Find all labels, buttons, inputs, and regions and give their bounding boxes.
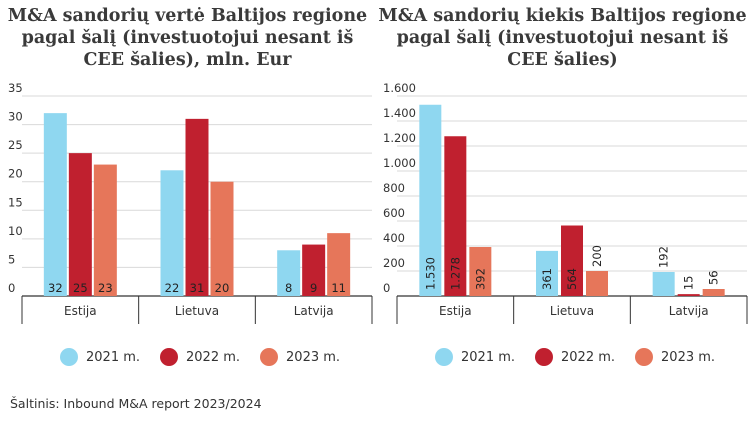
legend-item-2021: 2021 m. [60, 348, 140, 366]
count-chart-title-line-1: M&A sandorių kiekis Baltijos regione [378, 6, 747, 26]
x-tick-label: Estija [64, 304, 97, 318]
x-tick-label: Lietuva [550, 304, 594, 318]
bar [277, 250, 301, 296]
data-label: 1.530 [423, 257, 437, 290]
legend-label-2023: 2023 m. [661, 349, 716, 365]
y-tick-label: 1.000 [383, 156, 416, 170]
bar [536, 250, 558, 296]
y-tick-label: 35 [8, 81, 23, 95]
bar [210, 181, 234, 296]
legend-item-2022: 2022 m. [535, 348, 615, 366]
bar [586, 271, 608, 296]
legend-item-2023: 2023 m. [635, 348, 715, 366]
bar [93, 164, 117, 296]
data-label: 15 [682, 275, 696, 290]
y-tick-label: 25 [8, 138, 23, 152]
count-chart-title-line-3: CEE šalies) [507, 50, 618, 70]
data-label: 23 [98, 281, 113, 295]
data-label: 392 [473, 268, 487, 290]
legend-item-2021: 2021 m. [435, 348, 515, 366]
y-tick-label: 20 [8, 167, 23, 181]
data-label: 20 [215, 281, 230, 295]
count-chart: 0 200 400 600 800 1.000 1.200 1.400 1.600 1.530 1.… [383, 81, 748, 324]
data-label: 11 [331, 281, 346, 295]
bar [185, 118, 209, 296]
x-tick-label: Estija [439, 304, 472, 318]
legend-label-2022: 2022 m. [186, 349, 241, 365]
legend-label-2021: 2021 m. [86, 349, 141, 365]
x-tick-label: Latvija [294, 304, 334, 318]
y-tick-label: 600 [383, 206, 405, 220]
y-tick-label: 30 [8, 110, 23, 124]
legend-label-2023: 2023 m. [286, 349, 341, 365]
bar [444, 136, 467, 296]
y-tick-label: 15 [8, 195, 23, 209]
y-tick-label: 0 [383, 281, 390, 295]
legend-swatch-2021 [60, 348, 78, 366]
y-tick-label: 1.600 [383, 81, 416, 95]
legend-swatch-2023 [635, 348, 654, 366]
count-chart-title: M&A sandorių kiekis Baltijos regione pag… [375, 5, 750, 71]
data-label: 564 [565, 268, 579, 290]
x-tick-label: Lietuva [175, 304, 219, 318]
data-label: 200 [590, 245, 604, 267]
bar [419, 104, 442, 296]
bar [469, 247, 492, 296]
y-tick-label: 0 [8, 281, 15, 295]
bar [43, 113, 67, 297]
value-chart-legend: 2021 m. 2022 m. 2023 m. [60, 346, 360, 368]
legend-label-2021: 2021 m. [461, 349, 516, 365]
bar [327, 233, 351, 296]
data-label: 25 [73, 281, 88, 295]
data-label: 8 [285, 281, 292, 295]
data-label: 9 [310, 281, 317, 295]
data-label: 361 [540, 268, 554, 290]
bar [652, 272, 675, 296]
data-label: 56 [707, 270, 721, 285]
legend-swatch-2021 [435, 348, 453, 366]
y-tick-label: 200 [383, 256, 405, 270]
value-chart-title-line-1: M&A sandorių vertė Baltijos regione [7, 6, 368, 26]
bar [702, 289, 725, 296]
legend-swatch-2022 [160, 348, 179, 366]
y-tick-label: 800 [383, 181, 405, 195]
legend-label-2022: 2022 m. [561, 349, 616, 365]
y-tick-label: 5 [8, 252, 15, 266]
x-tick-label: Latvija [669, 304, 709, 318]
legend-swatch-2023 [260, 348, 279, 366]
data-label: 192 [657, 246, 671, 268]
y-tick-label: 10 [8, 224, 23, 238]
data-label: 22 [165, 281, 180, 295]
data-label: 1.278 [448, 257, 462, 290]
count-chart-legend: 2021 m. 2022 m. 2023 m. [435, 346, 735, 368]
bar [302, 244, 326, 296]
bar [677, 294, 700, 296]
y-tick-label: 1.200 [383, 131, 416, 145]
value-chart-title-line-2: pagal šalį (investuotojui nesant iš [21, 28, 354, 48]
source-note: Šaltinis: Inbound M&A report 2023/2024 [10, 396, 262, 411]
bar [160, 170, 184, 296]
legend-item-2022: 2022 m. [160, 348, 240, 366]
legend-item-2023: 2023 m. [260, 348, 340, 366]
y-tick-label: 400 [383, 231, 405, 245]
data-label: 31 [190, 281, 205, 295]
value-chart-title-line-3: CEE šalies), mln. Eur [83, 50, 292, 70]
legend-swatch-2022 [535, 348, 554, 366]
bar [68, 153, 92, 296]
bar [561, 225, 583, 296]
value-chart-title: M&A sandorių vertė Baltijos regione paga… [0, 5, 375, 71]
data-label: 32 [48, 281, 63, 295]
y-tick-label: 1.400 [383, 106, 416, 120]
count-chart-title-line-2: pagal šalį (investuotojui nesant iš [396, 28, 729, 48]
